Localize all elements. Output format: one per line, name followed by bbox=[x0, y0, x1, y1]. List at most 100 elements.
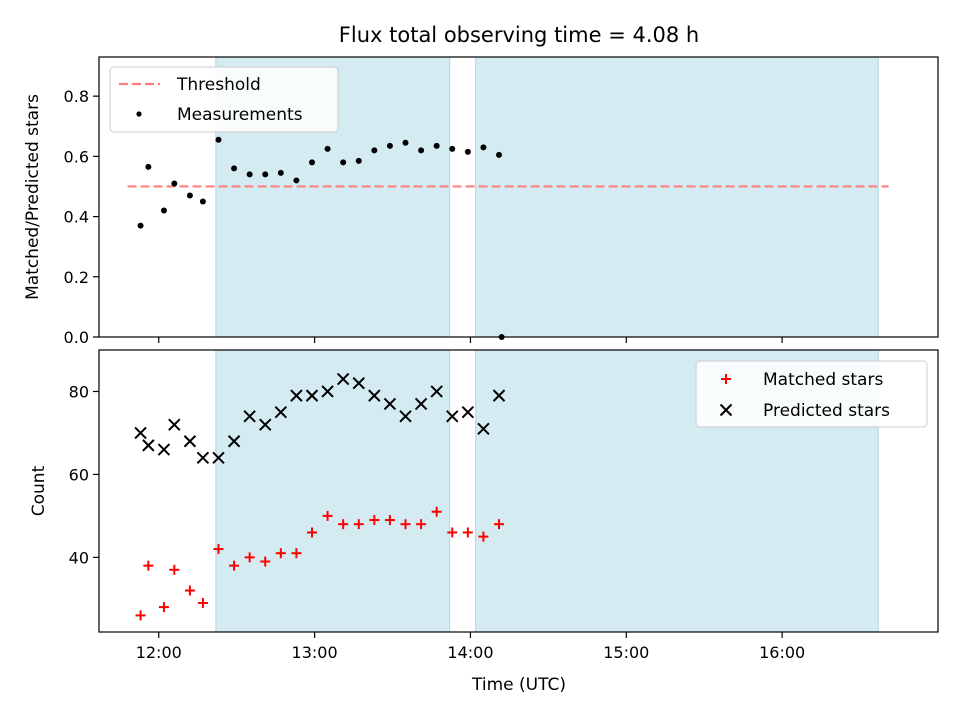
matched-stars-point bbox=[384, 515, 395, 526]
measurement-point bbox=[293, 177, 300, 184]
predicted-stars-point bbox=[142, 439, 155, 452]
matched-stars-point bbox=[158, 602, 169, 613]
ratio-panel-frame bbox=[98, 56, 939, 338]
predicted-stars-point bbox=[461, 405, 475, 419]
predicted-stars-point bbox=[212, 451, 225, 465]
y-axis-label-count: Count bbox=[29, 465, 49, 516]
ratio-y-tick-label: 0.8 bbox=[64, 87, 89, 106]
measurement-point bbox=[262, 171, 269, 178]
y-axis-label-ratio: Matched/Predicted stars bbox=[23, 94, 43, 300]
predicted-stars-point bbox=[446, 410, 459, 423]
predicted-stars-point bbox=[168, 418, 181, 431]
matched-stars-point bbox=[338, 519, 349, 530]
matched-stars-point bbox=[169, 564, 180, 575]
measurement-point bbox=[386, 142, 393, 149]
matched-stars-point bbox=[431, 506, 442, 517]
matched-stars-point bbox=[135, 610, 146, 621]
predicted-stars-point bbox=[352, 376, 365, 390]
matched-stars-point bbox=[275, 548, 286, 559]
ratio-y-tick-label: 0.6 bbox=[64, 147, 89, 166]
measurement-point bbox=[480, 144, 487, 151]
matched-stars-point bbox=[213, 544, 224, 555]
matched-stars-point bbox=[494, 519, 505, 530]
x-tick-label: 12:00 bbox=[136, 643, 182, 662]
predicted-stars-legend-label: Predicted stars bbox=[763, 401, 890, 421]
count-panel: 40 60 80 12:00 13:00 14:00 15:00 16:00 Count M… bbox=[29, 349, 939, 662]
measurement-point bbox=[402, 139, 409, 146]
predicted-stars-point bbox=[368, 389, 381, 402]
matched-stars-point bbox=[244, 552, 255, 563]
matched-stars-point bbox=[322, 510, 333, 521]
ratio-y-tick-label: 0.0 bbox=[64, 328, 89, 347]
measurement-point bbox=[215, 136, 222, 143]
x-tick-label: 16:00 bbox=[759, 643, 805, 662]
predicted-stars-point bbox=[477, 422, 490, 436]
matched-stars-point bbox=[478, 531, 489, 542]
measurement-point bbox=[145, 163, 152, 170]
measurement-point bbox=[308, 159, 315, 166]
measurement-point bbox=[199, 198, 206, 205]
measurement-point bbox=[277, 169, 284, 176]
matched-stars-legend-swatch bbox=[721, 374, 731, 384]
count-y-tick-label: 40 bbox=[69, 548, 89, 567]
measurement-point bbox=[231, 165, 238, 172]
matched-stars-point bbox=[143, 560, 154, 571]
predicted-stars-point bbox=[414, 397, 428, 411]
x-tick-label: 13:00 bbox=[292, 643, 338, 662]
predicted-stars-point bbox=[290, 389, 303, 402]
measurement-point bbox=[246, 171, 253, 178]
matched-stars-point bbox=[369, 515, 380, 526]
ratio-observing-window-2 bbox=[475, 56, 879, 338]
ratio-y-tick-label: 0.2 bbox=[64, 268, 89, 287]
predicted-stars-point bbox=[274, 405, 288, 419]
matched-stars-point bbox=[291, 548, 302, 559]
legend-frame bbox=[109, 66, 339, 133]
predicted-stars-point bbox=[305, 389, 319, 402]
matched-stars-legend-label: Matched stars bbox=[763, 370, 883, 390]
x-axis-label: Time (UTC) bbox=[471, 675, 566, 695]
predicted-stars-point bbox=[196, 451, 210, 465]
measurement-point bbox=[449, 145, 456, 152]
matched-stars-point bbox=[197, 597, 208, 608]
matched-stars-point bbox=[400, 519, 411, 530]
measurement-point bbox=[355, 157, 362, 164]
matched-stars-point bbox=[260, 556, 271, 567]
measurement-point bbox=[186, 192, 193, 199]
ratio-y-tick-label: 0.4 bbox=[64, 208, 89, 227]
predicted-stars-legend-swatch bbox=[719, 403, 733, 417]
ratio-panel: 0.00.20.40.60.8 Matched/Predicted stars … bbox=[23, 56, 939, 347]
matched-stars-point bbox=[447, 527, 458, 538]
predicted-stars-point bbox=[243, 410, 256, 423]
predicted-stars-point bbox=[383, 397, 397, 411]
count-observing-window-1 bbox=[215, 349, 451, 633]
predicted-stars-point bbox=[157, 443, 171, 456]
threshold-legend-label: Threshold bbox=[176, 75, 261, 95]
predicted-stars-point bbox=[183, 435, 197, 448]
measurements-legend-swatch bbox=[136, 111, 142, 117]
matched-stars-point bbox=[229, 560, 240, 571]
legend-frame bbox=[695, 360, 928, 428]
measurement-point bbox=[160, 207, 167, 214]
measurement-point bbox=[433, 142, 440, 149]
predicted-stars-point bbox=[227, 435, 241, 448]
measurement-point bbox=[340, 159, 347, 166]
measurement-point bbox=[464, 148, 471, 155]
count-legend: Matched stars Predicted stars bbox=[695, 360, 928, 428]
predicted-stars-point bbox=[336, 372, 350, 386]
matched-stars-point bbox=[353, 519, 364, 530]
measurement-point bbox=[418, 147, 425, 154]
count-y-tick-label: 80 bbox=[69, 382, 89, 401]
measurements-legend-label: Measurements bbox=[177, 105, 303, 125]
predicted-stars-point bbox=[321, 385, 334, 398]
x-tick-label: 14:00 bbox=[447, 643, 493, 662]
measurement-point bbox=[371, 147, 378, 154]
measurement-point bbox=[137, 222, 144, 229]
measurement-point bbox=[171, 180, 178, 187]
count-y-tick-label: 60 bbox=[69, 465, 89, 484]
measurement-point bbox=[496, 151, 503, 158]
predicted-stars-point bbox=[492, 389, 506, 402]
count-panel-frame bbox=[98, 349, 939, 633]
measurement-point bbox=[324, 145, 331, 152]
matched-stars-point bbox=[184, 585, 195, 596]
matched-stars-point bbox=[462, 527, 473, 538]
